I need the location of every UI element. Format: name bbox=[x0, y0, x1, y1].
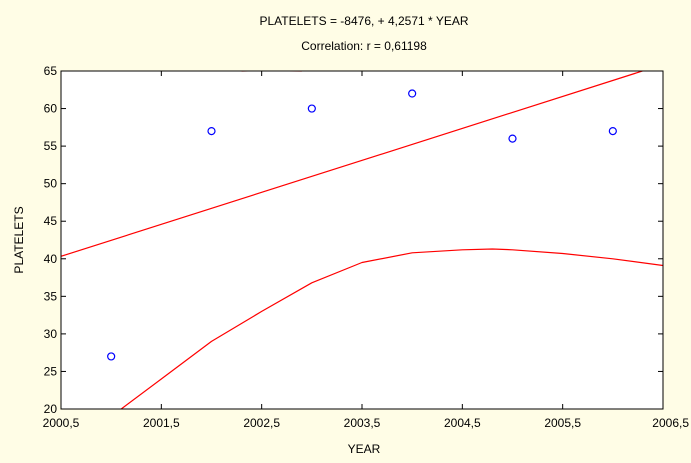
chart-title: PLATELETS = -8476, + 4,2571 * YEAR bbox=[259, 14, 468, 28]
data-point bbox=[608, 126, 617, 136]
regression-line bbox=[61, 71, 645, 257]
data-point bbox=[508, 134, 517, 143]
y-tick-label: 35 bbox=[44, 289, 58, 303]
x-tick-label: 2004,5 bbox=[444, 416, 481, 430]
y-tick-label: 50 bbox=[44, 177, 58, 191]
data-point bbox=[207, 126, 216, 136]
y-tick-label: 55 bbox=[44, 139, 58, 153]
x-axis-title: YEAR bbox=[348, 442, 381, 456]
confidence-lower-curve bbox=[120, 248, 663, 409]
plot-area bbox=[61, 71, 663, 409]
plot-content bbox=[61, 71, 663, 409]
y-tick-label: 40 bbox=[44, 252, 58, 266]
data-point bbox=[107, 352, 116, 361]
x-tick-label: 2000,5 bbox=[43, 416, 80, 430]
chart-subtitle: Correlation: r = 0,61198 bbox=[301, 39, 427, 53]
y-tick-label: 45 bbox=[44, 214, 58, 228]
y-tick-label: 30 bbox=[44, 327, 58, 341]
y-tick-label: 60 bbox=[44, 102, 58, 116]
y-tick-label: 65 bbox=[44, 64, 58, 78]
x-tick-label: 2001,5 bbox=[143, 416, 180, 430]
x-tick-label: 2002,5 bbox=[243, 416, 280, 430]
y-tick-label: 25 bbox=[44, 364, 58, 378]
x-tick-label: 2006,5 bbox=[652, 416, 689, 430]
x-tick-label: 2005,5 bbox=[544, 416, 581, 430]
data-point bbox=[408, 89, 417, 98]
y-tick-label: 20 bbox=[44, 402, 58, 416]
y-axis-title: PLATELETS bbox=[12, 206, 26, 273]
data-point bbox=[307, 104, 316, 113]
x-tick-label: 2003,5 bbox=[344, 416, 381, 430]
